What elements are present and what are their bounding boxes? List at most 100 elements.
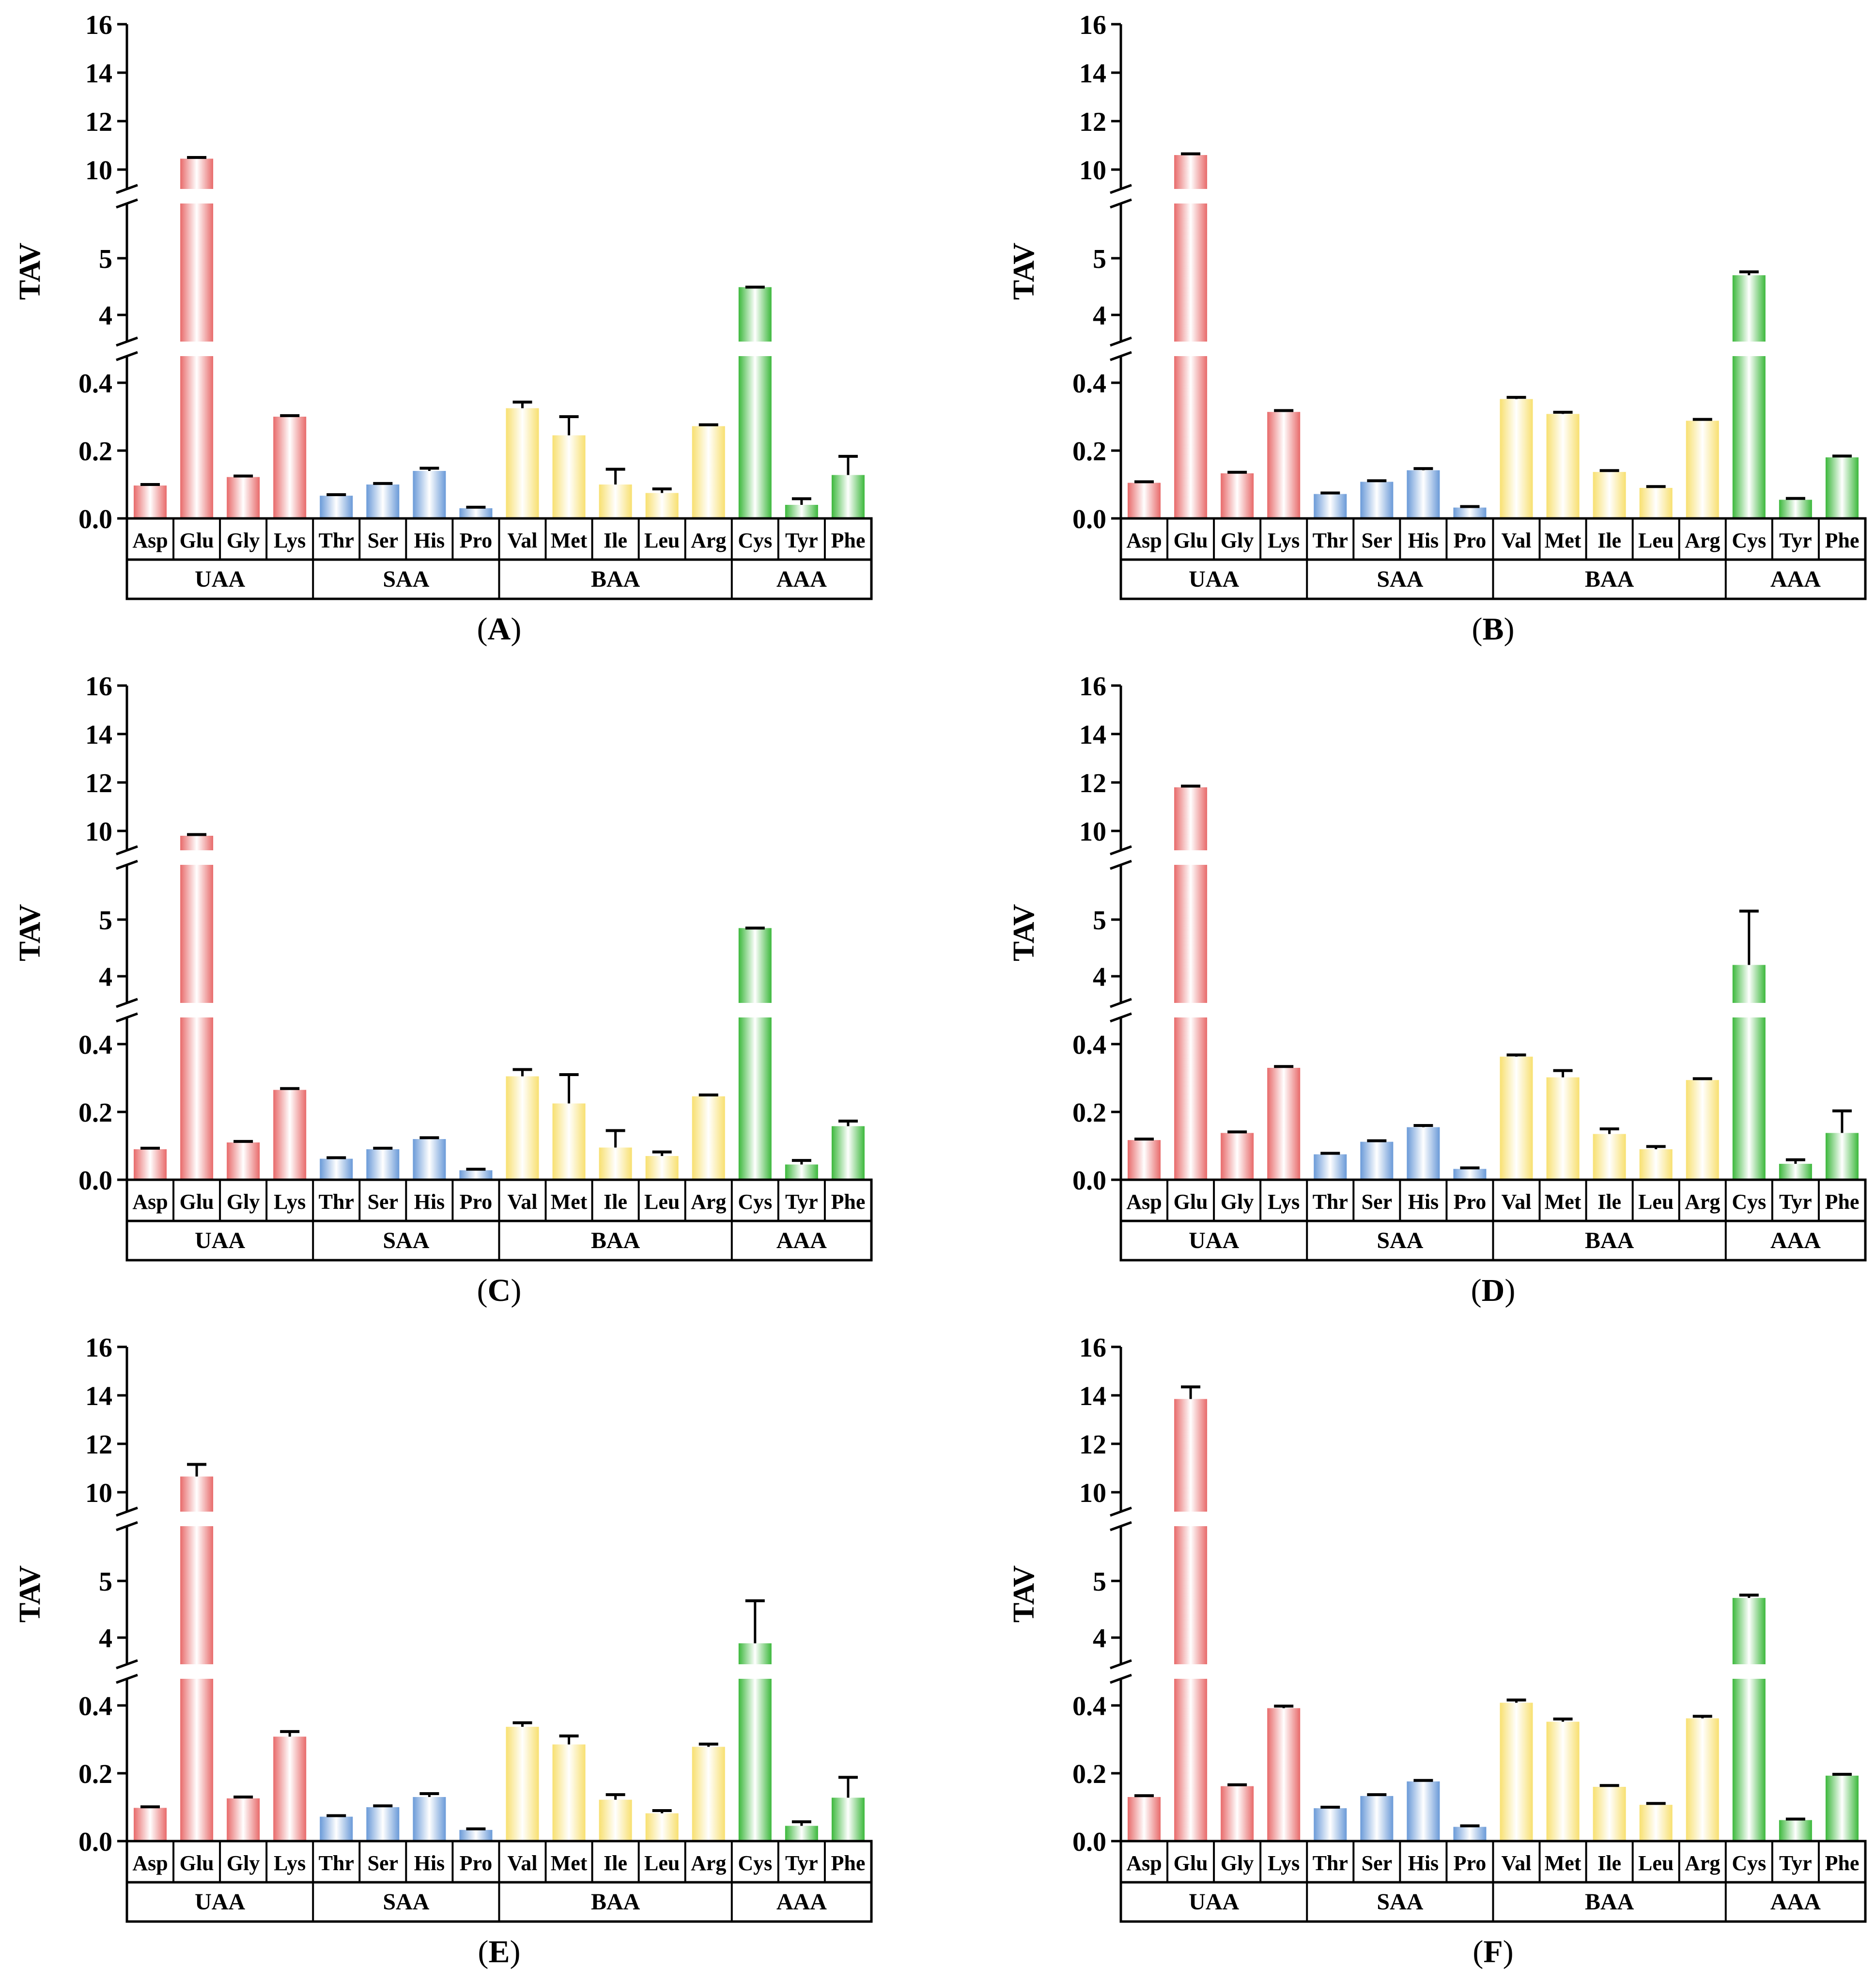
chart-panel-c: 10 12 14 16 4 5 0.0 0.2 0.4 TAV Asp Glu Gly Lys Thr Ser… [14,672,873,1308]
bar-tyr [785,505,818,518]
y-tick-label: 10 [85,156,112,186]
bar-met [1546,1721,1580,1841]
y-tick-label: 0.0 [1072,1827,1106,1857]
category-label: Lys [274,1851,306,1875]
category-label: Cys [1732,1190,1766,1214]
bar-cys [1732,1598,1766,1841]
axis-break-mark [116,860,138,870]
bar-gly [1221,1786,1254,1841]
bar-asp [1128,1140,1161,1180]
bar-break-gap [1173,1003,1209,1017]
category-label: His [414,1190,445,1214]
bar-asp [134,485,167,518]
bar-lys [1267,1068,1301,1180]
bar-his [413,471,446,518]
y-tick-label: 4 [1093,301,1106,331]
axis-break-mark [1110,1673,1132,1684]
y-tick-label: 0.2 [78,1759,112,1789]
bar-ser [366,1807,400,1841]
y-tick-label: 0.4 [1072,369,1106,399]
bar-break-gap [1173,342,1209,356]
category-label: Ser [1362,1190,1393,1214]
category-label: Tyr [785,529,818,552]
bar-phe [831,1797,865,1841]
bar-asp [1128,483,1161,518]
bar-ile [599,1799,632,1841]
category-label: Ser [368,1190,399,1214]
y-tick-label: 10 [1079,1478,1106,1508]
category-label: His [1408,529,1439,552]
bar-phe [1825,1133,1859,1180]
y-tick-label: 0.2 [1072,437,1106,467]
y-tick-label: 0.2 [1072,1098,1106,1128]
panel-label-close: ) [1504,1273,1515,1308]
bar-lys [273,1736,307,1841]
bar-pro [1453,1827,1487,1841]
y-tick-label: 14 [85,720,112,750]
bar-thr [320,496,353,518]
category-label: His [414,1851,445,1875]
bar-his [1407,1781,1440,1841]
y-tick-label: 16 [85,1333,112,1363]
bar-his [1407,470,1440,518]
y-tick-label: 0.0 [78,1827,112,1857]
bar-pro [459,1829,493,1841]
y-tick-label: 12 [85,107,112,137]
y-tick-label: 16 [85,10,112,40]
category-label: Leu [644,1190,680,1214]
bar-break-gap [737,1003,773,1017]
axis-break-mark [116,351,138,361]
category-label: Val [508,1190,538,1214]
panel-label: (B) [1472,611,1515,647]
panel-label-close: ) [511,611,521,647]
bar-phe [831,1126,865,1180]
bar-his [413,1139,446,1180]
axis-break-mark [1110,351,1132,361]
bar-break-gap [1173,189,1209,203]
group-label: UAA [195,1228,245,1253]
category-label: Pro [1454,1190,1487,1214]
bar-ile [1593,472,1626,518]
category-label: Val [1502,1851,1532,1875]
y-tick-label: 0.4 [1072,1030,1106,1060]
panel-label-letter: A [488,611,511,647]
bar-break-gap [179,1512,215,1526]
bar-leu [645,1813,679,1841]
group-label: BAA [591,566,640,592]
bar-break-gap [179,342,215,356]
axis-break-mark [116,184,138,194]
bar-arg [692,1747,725,1841]
panel-label-letter: E [488,1934,510,1969]
bar-tyr [1779,1820,1812,1841]
panel-label-letter: D [1482,1273,1505,1308]
y-tick-label: 12 [85,1430,112,1460]
chart-panel-f: 10 12 14 16 4 5 0.0 0.2 0.4 TAV Asp Glu Gly Lys Thr Ser… [1008,1333,1867,1969]
axis-break-mark [1110,1659,1132,1670]
bar-break-gap [1731,1003,1767,1017]
bar-glu [1174,155,1208,518]
bar-his [413,1797,446,1841]
axis-break-mark [116,1012,138,1023]
bar-val [1500,1703,1533,1841]
category-label: Cys [738,1190,772,1214]
y-tick-label: 14 [85,59,112,89]
bar-gly [227,1798,260,1841]
bar-arg [1686,421,1719,518]
bar-tyr [785,1164,818,1180]
y-tick-label: 10 [85,1478,112,1508]
y-tick-label: 12 [1079,107,1106,137]
bar-pro [459,1170,493,1180]
y-tick-label: 16 [1079,672,1106,702]
axis-break-mark [1110,1012,1132,1023]
bar-val [506,408,539,518]
bar-arg [1686,1718,1719,1841]
bar-met [552,1744,586,1841]
y-axis-title: TAV [1008,1565,1040,1623]
y-tick-label: 0.4 [78,1691,112,1721]
category-label: Asp [132,1851,168,1875]
group-label: BAA [1585,1228,1634,1253]
group-label: UAA [195,566,245,592]
y-axis-title: TAV [1008,243,1040,300]
bar-phe [831,475,865,518]
panel-label-open: ( [1472,611,1483,647]
